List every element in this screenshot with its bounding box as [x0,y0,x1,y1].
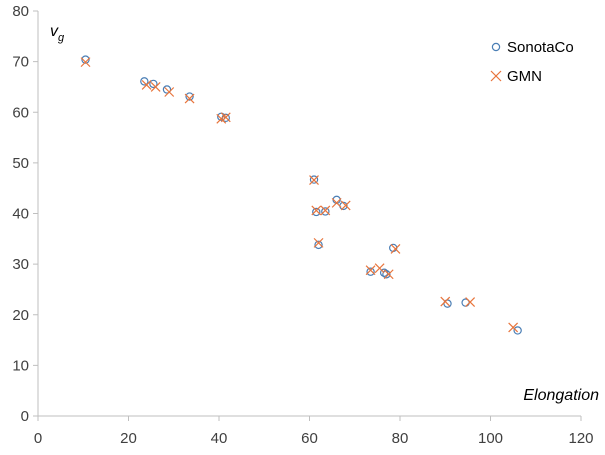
x-tick-label: 80 [392,430,409,447]
y-tick-label: 0 [21,408,29,425]
point-gmn [311,205,322,216]
point-gmn [440,296,451,307]
y-axis-label: vg [50,23,65,44]
legend-marker-sonotaco [491,42,501,52]
point-sonotaco [321,207,330,216]
point-gmn [374,263,385,274]
point-gmn [184,93,195,104]
point-gmn [331,197,342,208]
point-gmn [220,112,231,123]
data-points [80,55,522,335]
legend: SonotaCo GMN [490,39,574,85]
x-tick-label: 100 [478,430,503,447]
point-sonotaco [162,85,172,94]
legend-label-sonotaco: SonotaCo [507,39,574,56]
point-gmn [465,297,476,308]
y-tick-label: 20 [12,307,29,324]
x-tick-label: 40 [211,430,228,447]
point-sonotaco [81,55,90,64]
point-sonotaco [366,267,375,276]
point-sonotaco [513,326,522,335]
point-sonotaco [312,207,321,217]
x-tick-label: 60 [301,430,318,447]
y-tick-label: 50 [12,155,29,172]
y-tick-label: 10 [12,357,29,374]
x-axis-label: Elongation [523,387,599,404]
point-gmn [508,322,519,333]
x-tick-label: 0 [34,430,42,447]
y-tick-label: 40 [12,206,29,223]
point-gmn [365,265,376,276]
point-gmn [383,269,394,280]
point-gmn [80,57,91,68]
legend-label-gmn: GMN [507,68,542,85]
point-sonotaco [382,270,391,279]
x-axis-ticks: 0 20 40 60 80 100 120 [34,416,594,447]
point-gmn [313,237,324,248]
point-sonotaco [149,79,158,89]
point-gmn [340,200,351,211]
y-tick-label: 80 [12,3,29,20]
point-gmn [141,79,152,90]
point-gmn [309,175,319,186]
legend-marker-gmn [490,70,502,82]
point-sonotaco [309,175,319,184]
point-sonotaco [185,92,194,101]
y-tick-label: 30 [12,256,29,273]
y-tick-label: 70 [12,54,29,71]
point-sonotaco [314,240,323,250]
point-gmn [150,82,161,92]
y-tick-label: 60 [12,104,29,121]
point-gmn [390,244,401,254]
x-tick-label: 120 [568,430,593,447]
point-gmn [164,87,175,97]
point-sonotaco [140,77,149,86]
x-tick-label: 20 [120,430,137,447]
point-gmn [320,205,331,216]
y-axis-ticks: 0 10 20 30 40 50 60 70 80 [12,3,38,425]
